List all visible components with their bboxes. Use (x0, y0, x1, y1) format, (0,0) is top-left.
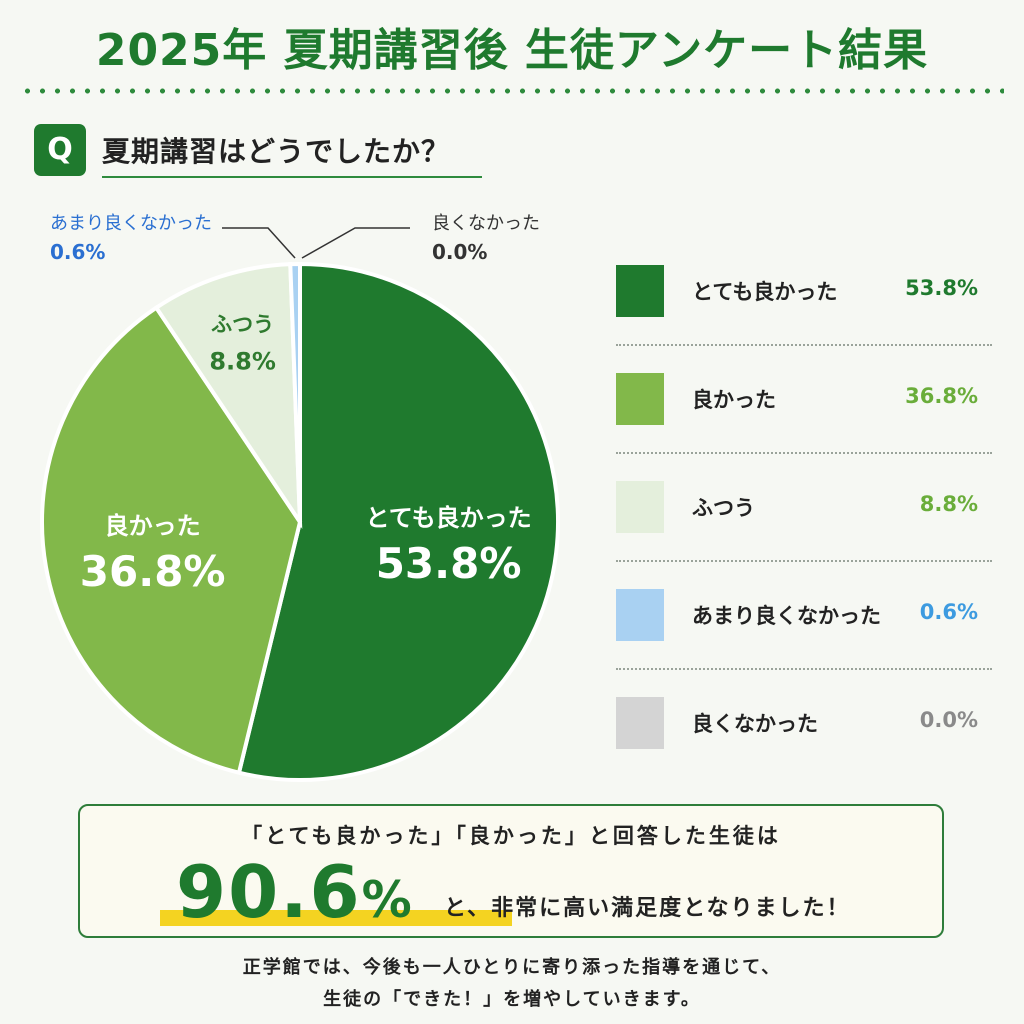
summary-conclusion: と、非常に高い満足度となりました！ (444, 896, 851, 921)
legend-label: あまり良くなかった (692, 604, 881, 628)
legend-item-normal: ふつう 8.8% (616, 454, 992, 562)
legend-value: 53.8% (905, 276, 978, 300)
callout-bad: 良くなかった 0.0% (432, 210, 540, 266)
legend-value: 36.8% (905, 384, 978, 408)
pie-value-good: 36.8% (80, 547, 226, 596)
page-title: 2025年 夏期講習後 生徒アンケート結果 (95, 25, 929, 76)
callout-somewhat-bad: あまり良くなかった 0.6% (50, 210, 212, 266)
legend-value: 0.6% (919, 600, 978, 624)
legend-label: 良かった (692, 388, 776, 412)
legend-label: とても良かった (692, 280, 838, 304)
question-badge: Q (34, 124, 86, 176)
legend-value: 8.8% (919, 492, 978, 516)
pie-slice-normal (153, 262, 303, 529)
pie-label-normal: ふつう (211, 312, 274, 336)
legend: とても良かった 53.8% 良かった 36.8% ふつう 8.8% あまり良くな… (616, 238, 992, 776)
legend-swatch (616, 589, 664, 641)
summary-box: 「とても良かった」「良かった」と回答した生徒は 90.6% と、非常に高い満足度… (78, 804, 944, 938)
callout-somewhat-bad-value: 0.6% (50, 240, 106, 264)
pie-leader-lines (222, 227, 410, 259)
leader-line-bad (301, 227, 410, 259)
legend-item-very-good: とても良かった 53.8% (616, 238, 992, 346)
satisfaction-total-number: 90.6 (176, 850, 362, 934)
highlight-bar (160, 910, 512, 926)
legend-swatch (616, 481, 664, 533)
question-underline (102, 176, 482, 178)
legend-item-somewhat-bad: あまり良くなかった 0.6% (616, 562, 992, 670)
legend-value: 0.0% (919, 708, 978, 732)
legend-label: ふつう (692, 496, 755, 520)
leader-line-somewhat-bad (222, 227, 296, 259)
legend-item-bad: 良くなかった 0.0% (616, 670, 992, 776)
pie-slice-good (40, 304, 303, 776)
legend-swatch (616, 373, 664, 425)
pie-label-very-good: とても良かった (366, 504, 532, 532)
callout-bad-value: 0.0% (432, 240, 488, 264)
pie-value-very-good: 53.8% (376, 539, 522, 588)
pie-label-good: 良かった (105, 512, 201, 540)
question-text: 夏期講習はどうでしたか？ (102, 135, 451, 168)
satisfaction-total: 90.6% (176, 850, 414, 934)
pie-slice-very-good (236, 261, 560, 782)
callout-bad-label: 良くなかった (432, 213, 540, 234)
callout-somewhat-bad-label: あまり良くなかった (50, 213, 212, 234)
footer-message: 正学館では、今後も一人ひとりに寄り添った指導を通じて、 生徒の「できた！」を増や… (0, 952, 1024, 1016)
title-divider (20, 88, 1004, 94)
legend-label: 良くなかった (692, 712, 818, 736)
pie-value-normal: 8.8% (209, 347, 276, 375)
pie-chart: とても良かった 53.8% 良かった 36.8% ふつう 8.8% (40, 227, 560, 782)
pie-labels: とても良かった 53.8% 良かった 36.8% ふつう 8.8% (80, 312, 532, 596)
pie-slice-somewhat-bad (288, 261, 302, 523)
footer-line-1: 正学館では、今後も一人ひとりに寄り添った指導を通じて、 (242, 957, 782, 978)
satisfaction-total-unit: % (361, 871, 414, 929)
legend-swatch (616, 265, 664, 317)
legend-item-good: 良かった 36.8% (616, 346, 992, 454)
summary-intro: 「とても良かった」「良かった」と回答した生徒は (241, 824, 781, 848)
footer-line-2: 生徒の「できた！」を増やしていきます。 (323, 989, 701, 1010)
legend-swatch (616, 697, 664, 749)
pie-slices (40, 261, 560, 782)
